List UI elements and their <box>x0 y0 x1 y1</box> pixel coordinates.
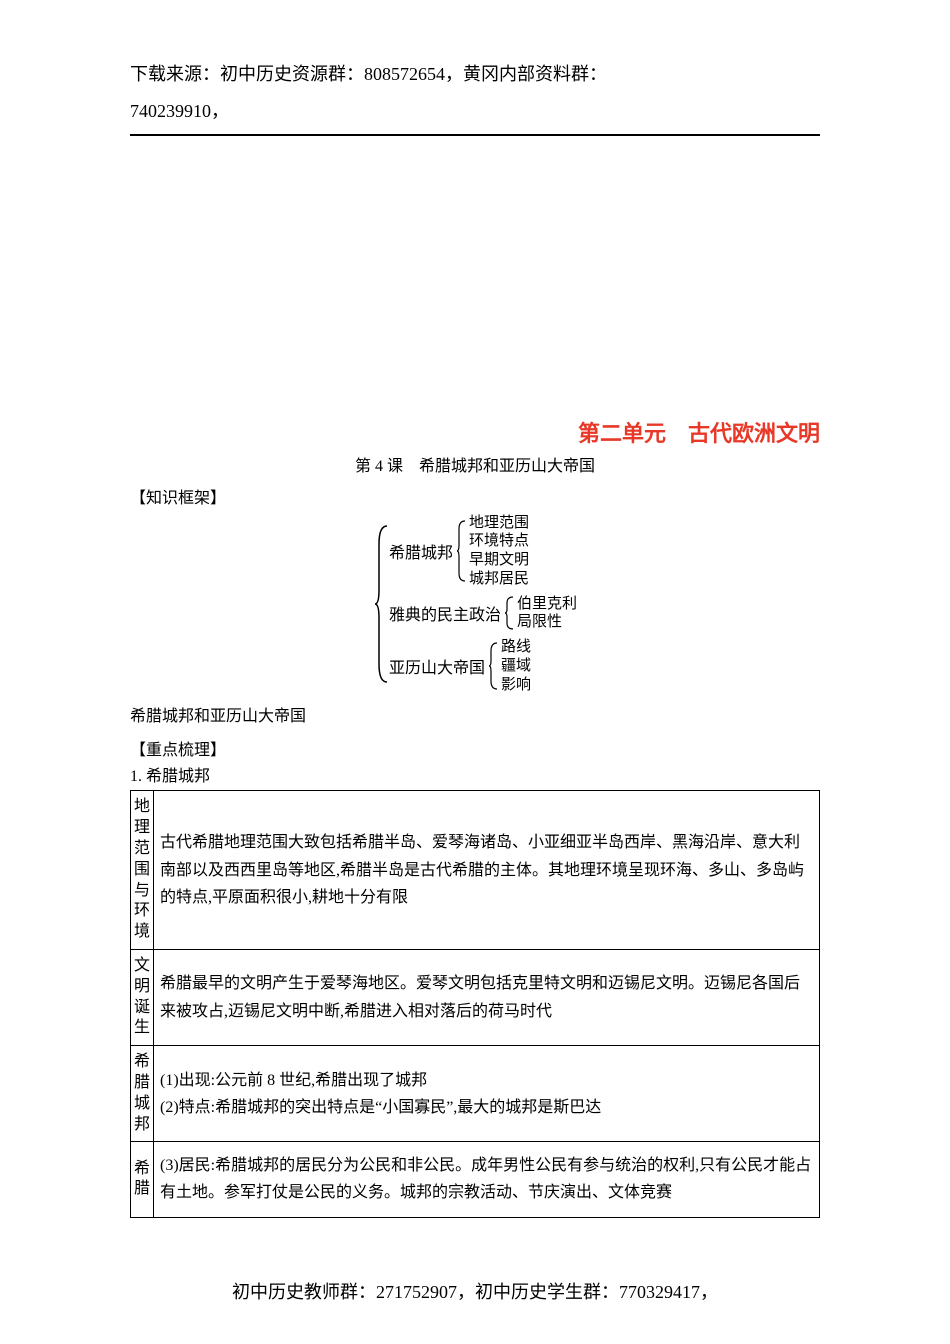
row-head-1: 地理范围与环境 <box>131 791 154 950</box>
list-heading: 1. 希腊城邦 <box>130 762 820 786</box>
lesson-title: 第 4 课 希腊城邦和亚历山大帝国 <box>130 452 820 476</box>
branch3-item1: 路线 <box>501 638 531 657</box>
knowledge-framework-label: 【知识框架】 <box>130 484 820 508</box>
framework-branch-3: 亚历山大帝国 路线 疆域 影响 <box>389 638 577 694</box>
table-row: 文明诞生 希腊最早的文明产生于爱琴海地区。爱琴文明包括克里特文明和迈锡尼文明。迈… <box>131 949 820 1045</box>
branch-label-3: 亚历山大帝国 <box>389 654 485 678</box>
branch-label-2: 雅典的民主政治 <box>389 601 501 625</box>
brace-icon <box>503 595 515 631</box>
table-row: 地理范围与环境 古代希腊地理范围大致包括希腊半岛、爱琴海诸岛、小亚细亚半岛西岸、… <box>131 791 820 950</box>
row-body-2: 希腊最早的文明产生于爱琴海地区。爱琴文明包括克里特文明和迈锡尼文明。迈锡尼各国后… <box>154 949 820 1045</box>
review-label: 【重点梳理】 <box>130 736 820 760</box>
big-left-brace-icon <box>373 524 389 684</box>
row-body-1: 古代希腊地理范围大致包括希腊半岛、爱琴海诸岛、小亚细亚半岛西岸、黑海沿岸、意大利… <box>154 791 820 950</box>
row-head-2: 文明诞生 <box>131 949 154 1045</box>
framework-diagram: 希腊城邦 地理范围 环境特点 早期文明 城邦居民 雅典的民主政治 <box>130 514 820 695</box>
table-row: 希腊城邦 (1)出现:公元前 8 世纪,希腊出现了城邦(2)特点:希腊城邦的突出… <box>131 1046 820 1142</box>
framework-branch-2: 雅典的民主政治 伯里克利 局限性 <box>389 595 577 633</box>
footer-line: 初中历史教师群：271752907，初中历史学生群：770329417， <box>130 1278 820 1304</box>
branch1-item3: 早期文明 <box>469 551 529 570</box>
branch1-item2: 环境特点 <box>469 532 529 551</box>
table-row: 希腊 (3)居民:希腊城邦的居民分为公民和非公民。成年男性公民有参与统治的权利,… <box>131 1142 820 1217</box>
branch3-item2: 疆域 <box>501 657 531 676</box>
framework-root-caption: 希腊城邦和亚历山大帝国 <box>130 702 820 726</box>
brace-icon <box>487 641 499 691</box>
content-table: 地理范围与环境 古代希腊地理范围大致包括希腊半岛、爱琴海诸岛、小亚细亚半岛西岸、… <box>130 790 820 1217</box>
row-head-4: 希腊 <box>131 1142 154 1217</box>
branch2-item2: 局限性 <box>517 613 577 632</box>
branch1-item4: 城邦居民 <box>469 570 529 589</box>
row-body-4: (3)居民:希腊城邦的居民分为公民和非公民。成年男性公民有参与统治的权利,只有公… <box>154 1142 820 1217</box>
unit-title: 第二单元 古代欧洲文明 <box>130 416 820 448</box>
brace-icon <box>455 519 467 583</box>
header-source-line1: 下载来源：初中历史资源群：808572654，黄冈内部资料群： <box>130 60 820 89</box>
header-source-line2: 740239910， <box>130 97 820 126</box>
row-head-3: 希腊城邦 <box>131 1046 154 1142</box>
framework-branch-1: 希腊城邦 地理范围 环境特点 早期文明 城邦居民 <box>389 514 577 589</box>
top-whitespace <box>130 136 820 416</box>
branch-label-1: 希腊城邦 <box>389 539 453 563</box>
branch1-item1: 地理范围 <box>469 514 529 533</box>
branch3-item3: 影响 <box>501 676 531 695</box>
branch2-item1: 伯里克利 <box>517 595 577 614</box>
row-body-3: (1)出现:公元前 8 世纪,希腊出现了城邦(2)特点:希腊城邦的突出特点是“小… <box>154 1046 820 1142</box>
